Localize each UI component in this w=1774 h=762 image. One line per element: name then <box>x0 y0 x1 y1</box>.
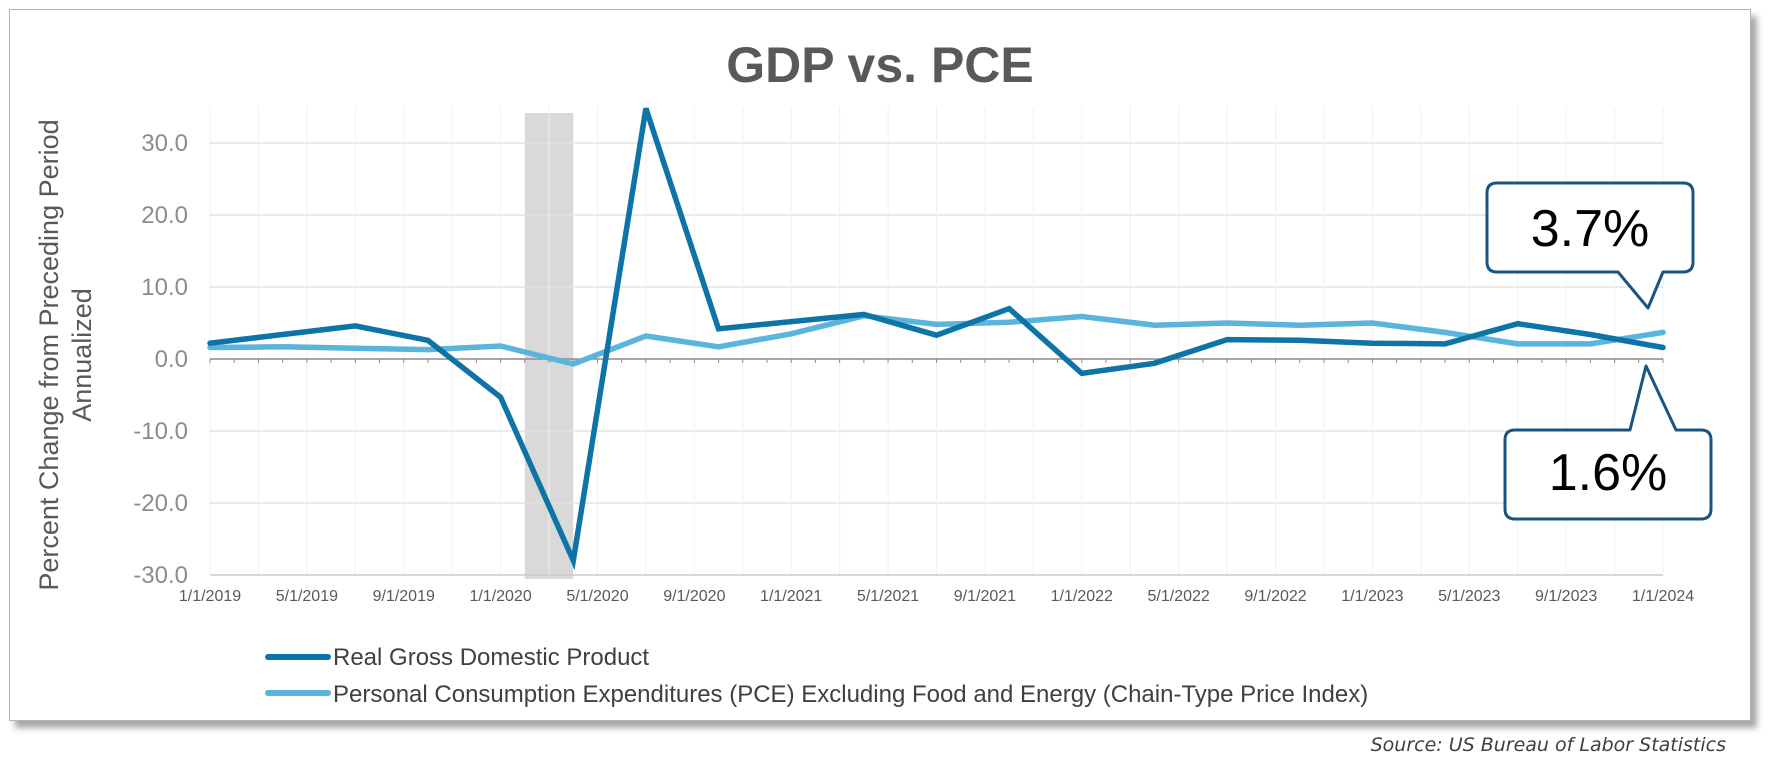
y-tick-label: -20.0 <box>133 490 188 517</box>
chart-frame <box>9 9 1751 721</box>
x-tick-label: 1/1/2023 <box>1341 588 1403 605</box>
y-tick-label: -10.0 <box>133 418 188 445</box>
y-tick-label: 20.0 <box>141 202 188 229</box>
x-tick-label: 1/1/2024 <box>1632 588 1694 605</box>
y-tick-label: 30.0 <box>141 130 188 157</box>
callout-pce-box <box>1485 181 1695 310</box>
x-tick-label: 5/1/2023 <box>1438 588 1500 605</box>
x-tick-label: 1/1/2022 <box>1051 588 1113 605</box>
x-tick-label: 9/1/2023 <box>1535 588 1597 605</box>
y-tick-label: 0.0 <box>155 346 188 373</box>
callout-gdp-label: 1.6% <box>1549 444 1668 502</box>
x-tick-label: 1/1/2021 <box>760 588 822 605</box>
series-layer <box>207 107 1666 571</box>
chart-title: GDP vs. PCE <box>726 37 1034 93</box>
legend-label-gdp: Real Gross Domestic Product <box>333 644 649 671</box>
callout-pce-label: 3.7% <box>1531 200 1650 258</box>
x-tick-label: 1/1/2020 <box>469 588 531 605</box>
y-axis-label-line2: Annualized <box>67 288 97 422</box>
source-note: Source: US Bureau of Labor Statistics <box>1370 734 1726 756</box>
y-axis-label-line1: Percent Change from Preceding Period <box>34 119 64 590</box>
callout-gdp-box <box>1503 364 1713 521</box>
label-layer: -30.0 -20.0 -10.0 0.0 10.0 20.0 30.0 1/1/2019 5/… <box>133 130 1694 605</box>
x-tick-label: 9/1/2019 <box>373 588 435 605</box>
y-tick-label: -30.0 <box>133 562 188 589</box>
y-tick-label: 10.0 <box>141 274 188 301</box>
callout-pce: 3.7% <box>1485 181 1695 310</box>
x-tick-label: 5/1/2019 <box>276 588 338 605</box>
legend-label-pce: Personal Consumption Expenditures (PCE) … <box>333 681 1368 708</box>
x-tick-label: 9/1/2021 <box>954 588 1016 605</box>
x-tick-label: 9/1/2022 <box>1244 588 1306 605</box>
x-tick-label: 1/1/2019 <box>179 588 241 605</box>
x-tick-label: 5/1/2022 <box>1148 588 1210 605</box>
legend: Real Gross Domestic Product Personal Con… <box>265 644 1368 708</box>
callout-gdp: 1.6% <box>1503 364 1713 521</box>
x-tick-label: 9/1/2020 <box>663 588 725 605</box>
x-tick-label: 5/1/2020 <box>566 588 628 605</box>
x-tick-label: 5/1/2021 <box>857 588 919 605</box>
